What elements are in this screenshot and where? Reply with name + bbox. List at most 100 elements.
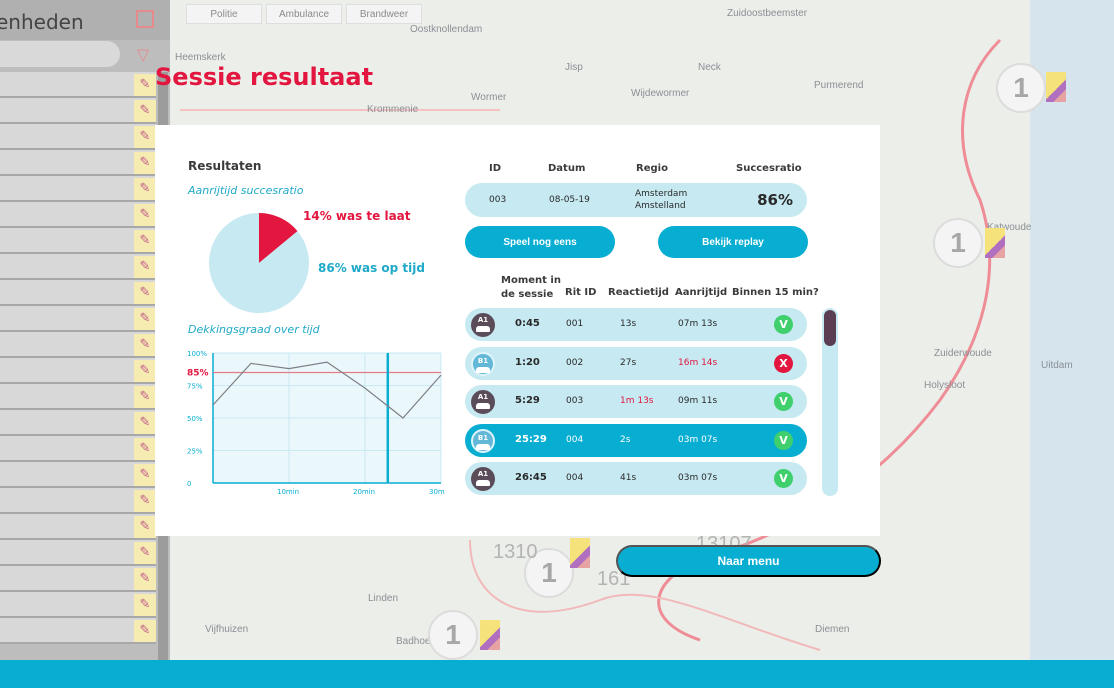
session-region-2: Amstelland	[635, 201, 686, 211]
unit-list-item[interactable]: ✎	[0, 306, 156, 332]
edit-icon[interactable]: ✎	[134, 568, 156, 590]
map-label: Linden	[368, 593, 399, 604]
table-scrollbar[interactable]	[822, 308, 838, 496]
unit-list-item[interactable]: ✎	[0, 384, 156, 410]
unit-list-item[interactable]: ✎	[0, 540, 156, 566]
unit-list-item[interactable]: ✎	[0, 202, 156, 228]
edit-icon[interactable]: ✎	[134, 360, 156, 382]
panel-search-input[interactable]	[0, 41, 120, 67]
edit-icon[interactable]: ✎	[134, 620, 156, 642]
edit-icon[interactable]: ✎	[134, 204, 156, 226]
unit-list-item[interactable]: ✎	[0, 618, 156, 644]
reaction-time-cell: 27s	[620, 357, 637, 368]
table-scrollbar-thumb[interactable]	[824, 310, 836, 346]
units-side-panel: enheden ▽ ✎ ✎ ✎ ✎ ✎ ✎ ✎ ✎ ✎ ✎ ✎ ✎ ✎ ✎ ✎ ✎ ✎ ✎ ✎ ✎ ✎ ✎	[0, 0, 170, 660]
unit-list-item[interactable]: ✎	[0, 72, 156, 98]
edit-icon[interactable]: ✎	[134, 464, 156, 486]
edit-icon[interactable]: ✎	[134, 386, 156, 408]
unit-list-item[interactable]: ✎	[0, 462, 156, 488]
edit-icon[interactable]: ✎	[134, 74, 156, 96]
pie-slice-1	[209, 213, 309, 313]
unit-code: A1	[477, 393, 489, 401]
edit-icon[interactable]: ✎	[134, 516, 156, 538]
unit-list-item[interactable]: ✎	[0, 592, 156, 618]
unit-list-item[interactable]: ✎	[0, 176, 156, 202]
edit-icon[interactable]: ✎	[134, 152, 156, 174]
table-row[interactable]: A1 0:45 001 13s 07m 13s V	[465, 308, 807, 341]
edit-icon[interactable]: ✎	[134, 100, 156, 122]
table-row[interactable]: A1 5:29 003 1m 13s 09m 11s V	[465, 385, 807, 418]
pie-slice-0	[259, 213, 298, 263]
edit-icon[interactable]: ✎	[134, 308, 156, 330]
map-unit-pin[interactable]	[570, 538, 590, 568]
map-unit-pin[interactable]	[985, 228, 1005, 258]
check-badge-icon: V	[774, 392, 793, 411]
pie-chart	[207, 211, 311, 315]
pie-label-late: 14% was te laat	[303, 209, 411, 223]
map-cluster-marker[interactable]: 1	[524, 548, 574, 598]
view-replay-button[interactable]: Bekijk replay	[658, 226, 808, 258]
edit-icon[interactable]: ✎	[134, 490, 156, 512]
check-badge-icon: V	[774, 430, 793, 450]
edit-icon[interactable]: ✎	[134, 542, 156, 564]
edit-icon[interactable]: ✎	[134, 594, 156, 616]
map-unit-pin[interactable]	[480, 620, 500, 650]
map-unit-pin[interactable]	[1046, 72, 1066, 102]
toggle-politie[interactable]: Politie	[186, 4, 262, 24]
unit-list-item[interactable]: ✎	[0, 150, 156, 176]
unit-list-item[interactable]: ✎	[0, 436, 156, 462]
play-again-button[interactable]: Speel nog eens	[465, 226, 615, 258]
edit-icon[interactable]: ✎	[134, 438, 156, 460]
col-header-date: Datum	[548, 163, 586, 174]
unit-list-item[interactable]: ✎	[0, 566, 156, 592]
map-cluster-marker[interactable]: 1	[996, 63, 1046, 113]
col-header-region: Regio	[636, 163, 668, 174]
edit-icon[interactable]: ✎	[134, 334, 156, 356]
session-id: 003	[489, 195, 507, 205]
toggle-ambulance[interactable]: Ambulance	[266, 4, 342, 24]
map-label: Purmerend	[814, 80, 864, 91]
edit-icon[interactable]: ✎	[134, 256, 156, 278]
reaction-time-cell: 13s	[620, 319, 637, 329]
unit-list-item[interactable]: ✎	[0, 98, 156, 124]
unit-list-item[interactable]: ✎	[0, 488, 156, 514]
map-cluster-marker[interactable]: 1	[428, 610, 478, 660]
edit-icon[interactable]: ✎	[134, 126, 156, 148]
ambulance-unit-icon: A1	[471, 467, 495, 491]
edit-icon[interactable]: ✎	[134, 178, 156, 200]
unit-list-item[interactable]: ✎	[0, 514, 156, 540]
map-label: Wormer	[471, 92, 507, 103]
session-region-1: Amsterdam	[635, 189, 688, 199]
table-row[interactable]: B1 1:20 002 27s 16m 14s X	[465, 346, 807, 380]
map-label: Zuiderwoude	[934, 348, 992, 359]
unit-list-item[interactable]: ✎	[0, 332, 156, 358]
unit-list-item[interactable]: ✎	[0, 358, 156, 384]
filter-icon[interactable]: ▽	[136, 44, 150, 64]
session-ratio: 86%	[757, 191, 793, 209]
table-row[interactable]: B1 25:29 004 2s 03m 07s V	[465, 423, 807, 457]
map-label: Neck	[698, 62, 721, 73]
map-ghost-number: 1310	[493, 541, 538, 563]
edit-icon[interactable]: ✎	[134, 230, 156, 252]
results-heading: Resultaten	[188, 159, 262, 173]
back-to-menu-button[interactable]: Naar menu	[616, 545, 881, 577]
coverage-line-chart: 0 25% 50% 75% 100% 10min 20min 30min 85%	[183, 345, 451, 496]
edit-icon[interactable]: ✎	[134, 412, 156, 434]
map-cluster-marker[interactable]: 1	[933, 218, 983, 268]
unit-list-item[interactable]: ✎	[0, 254, 156, 280]
map-label: Vijfhuizen	[205, 624, 249, 635]
rit-id-cell: 004	[566, 473, 584, 483]
unit-list-item[interactable]: ✎	[0, 410, 156, 436]
unit-list-item[interactable]: ✎	[0, 280, 156, 306]
map-label: Heemskerk	[175, 52, 226, 63]
table-row[interactable]: A1 26:45 004 41s 03m 07s V	[465, 462, 807, 495]
toggle-brandweer[interactable]: Brandweer	[346, 4, 422, 24]
edit-icon[interactable]: ✎	[134, 282, 156, 304]
col-header-rit: Rit ID	[565, 287, 597, 298]
rit-id-cell: 002	[566, 357, 584, 368]
unit-list-item[interactable]: ✎	[0, 124, 156, 150]
expand-icon[interactable]	[136, 10, 154, 28]
unit-list-item[interactable]: ✎	[0, 228, 156, 254]
moment-cell: 26:45	[515, 472, 547, 483]
map-label: Krommenie	[367, 104, 419, 115]
